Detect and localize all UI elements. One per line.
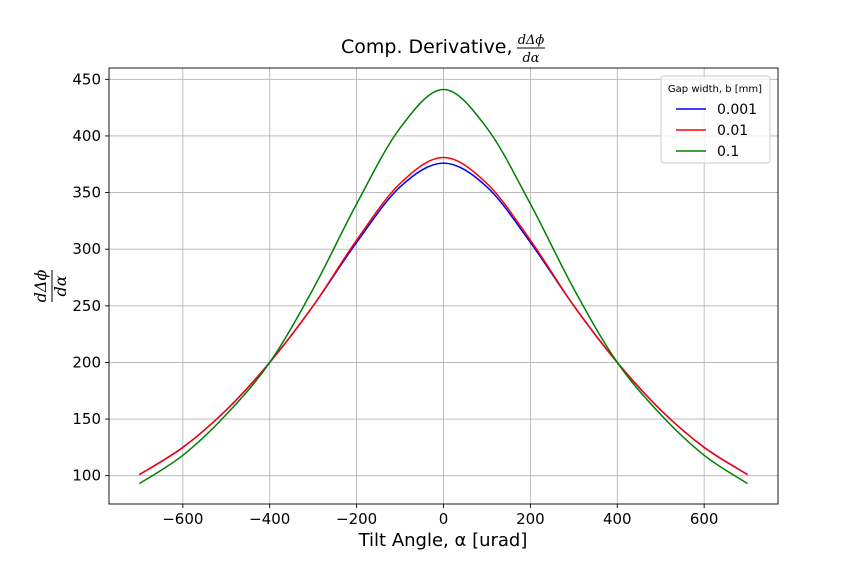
chart-title: Comp. Derivative, dΔϕ dα (341, 33, 545, 66)
x-tick-label: −400 (249, 510, 290, 528)
chart-title-text: Comp. Derivative, (341, 36, 513, 58)
title-frac-denominator: dα (522, 51, 539, 66)
y-tick-label: 300 (72, 240, 101, 258)
legend-frame (660, 75, 771, 164)
legend-label-0_1: 0.1 (717, 144, 739, 160)
y-tick-label: 100 (72, 467, 101, 485)
grid (109, 68, 778, 504)
y-tick-label: 400 (72, 127, 101, 145)
y-axis-label: dΔϕ dα (31, 270, 70, 303)
legend: Gap width, b [mm] 0.001 0.01 0.1 (660, 75, 771, 164)
series-line-0_1 (139, 88, 748, 485)
x-tick-label: −200 (336, 510, 377, 528)
x-axis-label: Tilt Angle, α [urad] (358, 530, 528, 551)
y-tick-label: 200 (72, 353, 101, 371)
legend-label-0_01: 0.01 (717, 123, 748, 139)
y-label-denominator: dα (51, 275, 70, 296)
x-tick-label: 400 (603, 510, 632, 528)
y-tick-label: 250 (72, 297, 101, 315)
x-tick-label: 200 (516, 510, 545, 528)
x-tick-label: 600 (690, 510, 719, 528)
y-tick-label: 450 (72, 70, 101, 88)
x-tick-label: −600 (162, 510, 203, 528)
y-label-numerator: dΔϕ (31, 270, 50, 303)
series-lines (139, 88, 748, 485)
series-line-0_01 (139, 156, 748, 476)
legend-title: Gap width, b [mm] (668, 84, 762, 95)
tick-labels: −600 −400 −200 0 200 400 600 100 150 200 250 300 350… (72, 70, 718, 528)
axes (105, 67, 779, 508)
x-tick-label: 0 (439, 510, 449, 528)
y-tick-label: 150 (72, 410, 101, 428)
legend-label-0_001: 0.001 (717, 102, 757, 118)
y-tick-label: 350 (72, 184, 101, 202)
legend-entries: 0.001 0.01 0.1 (676, 102, 757, 160)
title-frac-numerator: dΔϕ (518, 33, 545, 48)
